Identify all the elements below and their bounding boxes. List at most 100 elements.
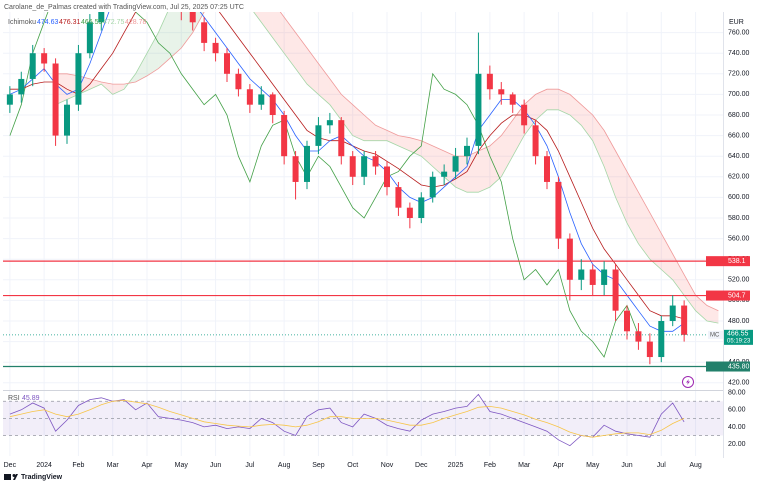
y-tick-label: 60.00 bbox=[728, 407, 746, 414]
x-tick-label: Apr bbox=[142, 462, 154, 469]
cloud-segment bbox=[627, 171, 639, 244]
cloud-segment bbox=[478, 145, 490, 193]
cloud-segment bbox=[135, 53, 147, 83]
candle-body bbox=[486, 73, 493, 90]
rsi-line bbox=[9, 399, 685, 438]
cloud-segment bbox=[569, 94, 582, 126]
level-badge bbox=[706, 290, 750, 301]
candle-body bbox=[269, 94, 276, 115]
y-tick-label: 560.00 bbox=[728, 235, 750, 242]
candle-body bbox=[669, 305, 676, 321]
candle-body bbox=[646, 341, 653, 358]
event-icon[interactable] bbox=[682, 376, 694, 388]
candle-body bbox=[624, 310, 630, 332]
y-tick-label: 520.00 bbox=[728, 277, 750, 284]
indicator-value: 466.55 bbox=[81, 19, 103, 26]
y-tick-label: 500.00 bbox=[728, 297, 750, 304]
candle-body bbox=[429, 176, 436, 198]
cloud-segment bbox=[421, 140, 433, 167]
rsi-value: 45.89 bbox=[22, 395, 40, 402]
x-tick-label: Sep bbox=[312, 462, 325, 469]
footer-logo bbox=[4, 474, 18, 480]
candle-body bbox=[612, 269, 619, 311]
y-tick-label: 420.00 bbox=[728, 380, 750, 387]
cloud-segment bbox=[707, 305, 719, 324]
candle-body bbox=[64, 104, 70, 136]
y-tick-label: 20.00 bbox=[728, 441, 746, 448]
candle-body bbox=[189, 12, 196, 23]
candle-body bbox=[41, 53, 48, 64]
x-tick-label: 2025 bbox=[448, 462, 464, 469]
candle-body bbox=[224, 53, 230, 74]
cloud-segment bbox=[318, 63, 330, 105]
x-tick-label: May bbox=[586, 462, 600, 469]
y-tick-label: 620.00 bbox=[728, 174, 750, 181]
symbol-tag bbox=[708, 330, 723, 339]
level-label: 435.80 bbox=[728, 363, 750, 370]
symbol-label: MC bbox=[710, 332, 720, 338]
indicator-value: 474.63 bbox=[37, 19, 59, 26]
x-tick-label: 2024 bbox=[36, 462, 52, 469]
x-tick-label: Feb bbox=[484, 462, 496, 469]
candle-body bbox=[315, 125, 322, 146]
cloud-segment bbox=[695, 295, 707, 321]
x-tick-label: Dec bbox=[4, 462, 17, 469]
y-tick-label: 480.00 bbox=[728, 318, 750, 325]
candle-body bbox=[349, 156, 356, 177]
candle-body bbox=[578, 269, 585, 280]
cloud-segment bbox=[284, 17, 296, 69]
footer-brand: TradingView bbox=[21, 474, 63, 481]
base-line bbox=[9, 12, 685, 320]
candle-body bbox=[338, 120, 345, 157]
x-tick-label: Aug bbox=[278, 462, 291, 469]
level-label: 538.1 bbox=[728, 258, 746, 265]
price-pane bbox=[3, 12, 723, 390]
cloud-segment bbox=[409, 137, 422, 157]
candle-body bbox=[98, 12, 105, 23]
cloud-segment bbox=[604, 130, 616, 198]
level-label: 504.7 bbox=[728, 292, 746, 299]
candle-body bbox=[18, 78, 25, 95]
cloud-segment bbox=[169, 12, 182, 59]
y-tick-label: 680.00 bbox=[728, 112, 750, 119]
cloud-segment bbox=[638, 192, 650, 260]
header-text: Carolane_de_Palmas created with TradingV… bbox=[4, 4, 244, 11]
x-tick-label: Nov bbox=[381, 462, 394, 469]
x-tick-label: Jun bbox=[210, 462, 221, 469]
cloud-segment bbox=[329, 78, 342, 121]
x-tick-label: Apr bbox=[553, 462, 565, 469]
candle-body bbox=[441, 171, 448, 177]
indicator-name: Ichimoku bbox=[8, 19, 36, 26]
leading-span-a bbox=[55, 12, 719, 324]
cloud-segment bbox=[467, 151, 479, 193]
candle-body bbox=[384, 166, 390, 188]
candle-body bbox=[635, 331, 642, 342]
x-tick-label: Mar bbox=[518, 462, 531, 469]
currency: EUR bbox=[729, 19, 744, 26]
y-tick-label: 740.00 bbox=[728, 50, 750, 57]
candle-body bbox=[6, 94, 13, 105]
candle-body bbox=[658, 320, 665, 358]
cloud-segment bbox=[352, 104, 365, 141]
cloud-segment bbox=[295, 32, 307, 85]
candle-body bbox=[304, 145, 310, 182]
x-tick-label: Aug bbox=[689, 462, 702, 469]
candle-body bbox=[509, 94, 516, 105]
candle-body bbox=[281, 114, 288, 157]
candle-body bbox=[326, 120, 333, 126]
cloud-segment bbox=[489, 135, 502, 188]
y-tick-label: 40.00 bbox=[728, 424, 746, 431]
candle-body bbox=[29, 53, 36, 79]
candle-body bbox=[498, 89, 505, 95]
candle-body bbox=[86, 22, 93, 54]
candle-body bbox=[361, 156, 368, 177]
cloud-segment bbox=[364, 114, 376, 141]
y-tick-label: 80.00 bbox=[728, 390, 746, 397]
candle-body bbox=[475, 73, 482, 146]
candle-body bbox=[246, 89, 253, 105]
y-tick-label: 580.00 bbox=[728, 215, 750, 222]
y-tick-label: 660.00 bbox=[728, 132, 750, 139]
level-badge bbox=[706, 256, 750, 267]
